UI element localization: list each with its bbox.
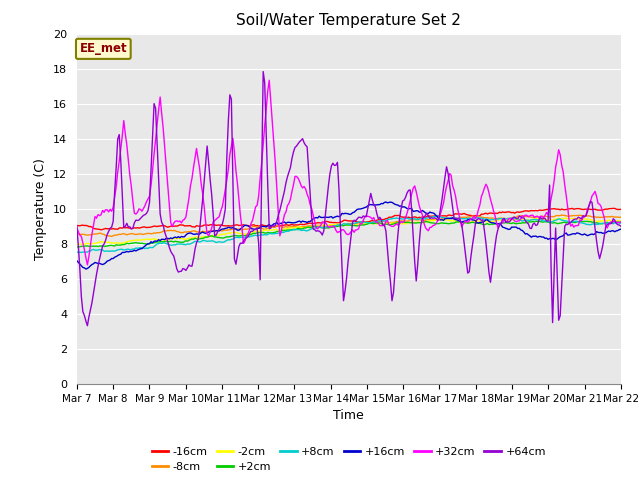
-2cm: [588, 217, 596, 223]
+8cm: [237, 234, 244, 240]
+2cm: [73, 244, 81, 250]
+64cm: [73, 223, 81, 229]
Title: Soil/Water Temperature Set 2: Soil/Water Temperature Set 2: [236, 13, 461, 28]
+8cm: [264, 232, 271, 238]
+16cm: [237, 226, 244, 232]
-8cm: [108, 234, 115, 240]
-2cm: [253, 228, 261, 234]
-16cm: [617, 206, 625, 212]
+2cm: [311, 223, 319, 229]
-16cm: [141, 224, 149, 230]
-8cm: [558, 212, 566, 218]
+32cm: [314, 226, 321, 232]
-16cm: [97, 227, 105, 233]
-16cm: [312, 220, 320, 226]
-8cm: [589, 215, 597, 220]
Line: +64cm: +64cm: [77, 72, 621, 326]
+16cm: [264, 223, 271, 228]
-16cm: [237, 222, 244, 228]
X-axis label: Time: Time: [333, 409, 364, 422]
+2cm: [617, 219, 625, 225]
+64cm: [255, 240, 262, 246]
+16cm: [82, 266, 90, 272]
-8cm: [141, 231, 149, 237]
-2cm: [311, 223, 319, 229]
+2cm: [140, 241, 147, 247]
Line: -2cm: -2cm: [77, 218, 621, 244]
-2cm: [73, 241, 81, 247]
+32cm: [617, 219, 625, 225]
+8cm: [312, 225, 320, 231]
+2cm: [588, 219, 596, 225]
-16cm: [264, 223, 271, 228]
Legend: -16cm, -8cm, -2cm, +2cm, +8cm, +16cm, +32cm, +64cm: -16cm, -8cm, -2cm, +2cm, +8cm, +16cm, +3…: [147, 442, 550, 477]
Line: -16cm: -16cm: [77, 208, 621, 230]
+64cm: [266, 226, 273, 231]
+8cm: [589, 221, 597, 227]
+8cm: [77, 250, 85, 255]
-8cm: [312, 223, 320, 228]
+8cm: [73, 250, 81, 255]
-16cm: [255, 223, 262, 229]
+16cm: [382, 199, 390, 205]
-16cm: [568, 205, 576, 211]
+8cm: [141, 246, 149, 252]
+64cm: [237, 240, 244, 246]
-2cm: [617, 218, 625, 224]
+32cm: [266, 77, 273, 83]
-8cm: [237, 227, 244, 232]
+8cm: [617, 220, 625, 226]
+32cm: [84, 262, 92, 268]
Y-axis label: Temperature (C): Temperature (C): [35, 158, 47, 260]
-8cm: [255, 225, 262, 230]
+16cm: [589, 232, 597, 238]
+64cm: [141, 212, 149, 217]
+16cm: [255, 226, 262, 231]
+2cm: [253, 230, 261, 236]
+16cm: [73, 258, 81, 264]
-8cm: [617, 215, 625, 220]
+32cm: [237, 213, 244, 219]
-8cm: [264, 226, 271, 231]
+8cm: [434, 213, 442, 219]
-2cm: [140, 237, 147, 242]
Line: +2cm: +2cm: [77, 221, 621, 247]
+32cm: [264, 88, 271, 94]
-16cm: [589, 206, 597, 212]
+16cm: [617, 226, 625, 232]
-16cm: [73, 223, 81, 228]
-2cm: [235, 231, 243, 237]
+32cm: [255, 193, 262, 199]
+64cm: [617, 223, 625, 229]
Line: -8cm: -8cm: [77, 215, 621, 237]
+64cm: [259, 69, 267, 74]
+2cm: [262, 230, 270, 236]
+2cm: [235, 233, 243, 239]
Line: +8cm: +8cm: [77, 216, 621, 252]
+64cm: [314, 228, 321, 234]
+16cm: [312, 215, 320, 220]
+16cm: [141, 243, 149, 249]
Line: +32cm: +32cm: [77, 80, 621, 265]
-2cm: [262, 227, 270, 233]
+64cm: [589, 212, 597, 217]
+32cm: [589, 191, 597, 197]
-2cm: [563, 215, 570, 221]
+32cm: [141, 203, 149, 208]
+32cm: [73, 225, 81, 230]
Line: +16cm: +16cm: [77, 202, 621, 269]
+64cm: [84, 323, 92, 329]
+8cm: [255, 232, 262, 238]
-8cm: [73, 231, 81, 237]
Text: EE_met: EE_met: [79, 42, 127, 55]
+2cm: [532, 218, 540, 224]
